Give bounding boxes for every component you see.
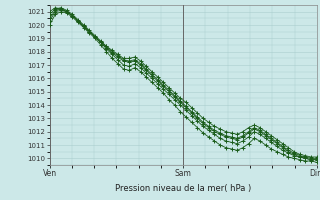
X-axis label: Pression niveau de la mer( hPa ): Pression niveau de la mer( hPa ) xyxy=(115,184,251,193)
